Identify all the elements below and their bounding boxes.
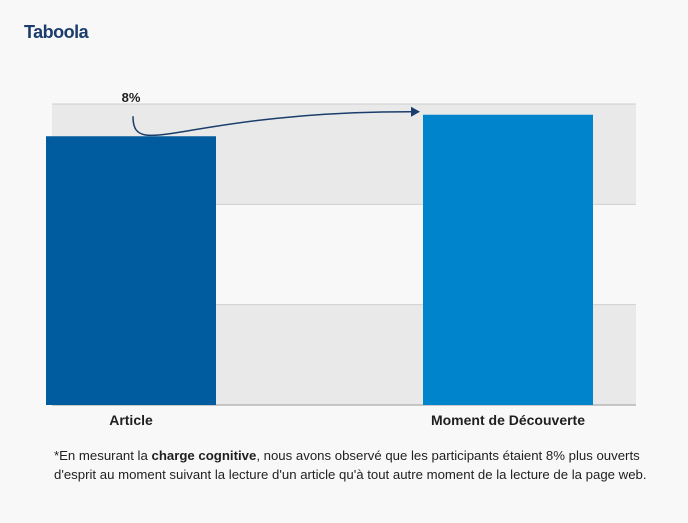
bar-1 <box>423 114 593 405</box>
bar-chart: 8% Article Moment de Découverte <box>46 90 636 428</box>
annotation-label: 8% <box>122 90 141 105</box>
taboola-logo: Taboola <box>24 22 89 42</box>
footnote-bold: charge cognitive <box>151 448 257 463</box>
footnote: *En mesurant la charge cognitive, nous a… <box>54 446 654 484</box>
x-tick-labels: Article Moment de Découverte <box>109 412 585 428</box>
annotation-arrow <box>132 111 412 137</box>
annotation: 8% <box>122 90 420 137</box>
footnote-suffix: , nous avons observé que les participant… <box>54 448 647 482</box>
footnote-prefix: *En mesurant la <box>54 448 152 463</box>
bars <box>46 114 593 405</box>
bar-0 <box>46 136 216 405</box>
x-tick-label-0: Article <box>109 412 153 428</box>
annotation-arrowhead <box>411 106 420 117</box>
x-tick-label-1: Moment de Découverte <box>431 412 585 428</box>
